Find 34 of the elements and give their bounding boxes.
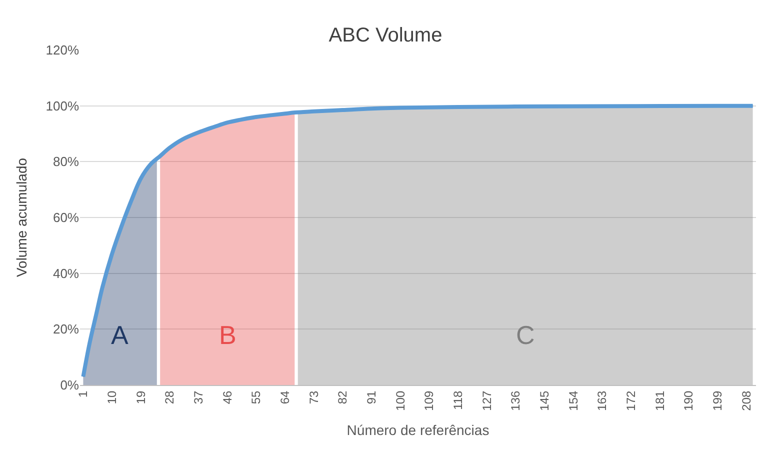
y-tick-label: 60% xyxy=(52,210,80,226)
x-tick-label: 28 xyxy=(162,390,177,404)
x-tick-label: 82 xyxy=(336,390,350,404)
x-tick-label: 109 xyxy=(422,390,436,411)
x-tick-label: 55 xyxy=(249,390,264,404)
x-tick-label: 127 xyxy=(480,390,494,411)
y-tick-label: 20% xyxy=(52,322,80,337)
x-axis-title: Número de referências xyxy=(346,422,490,438)
x-tick-label: 172 xyxy=(624,390,638,411)
x-tick-label: 181 xyxy=(652,390,667,411)
y-axis-title: Volume acumulado xyxy=(13,158,30,278)
x-tick-label: 100 xyxy=(393,390,408,411)
y-tick-label: 100% xyxy=(46,98,80,114)
y-tick-label: 40% xyxy=(52,266,80,281)
y-tick-label: 80% xyxy=(52,154,80,170)
chart-title: ABC Volume xyxy=(328,24,442,47)
x-tick-label: 73 xyxy=(306,390,321,404)
x-tick-label: 91 xyxy=(364,390,378,404)
x-tick-label: 1 xyxy=(76,390,90,398)
x-tick-label: 136 xyxy=(508,390,523,411)
x-tick-label: 64 xyxy=(278,390,292,404)
x-tick-label: 145 xyxy=(537,390,552,411)
x-tick-label: 190 xyxy=(682,390,696,411)
x-tick-label: 154 xyxy=(566,390,580,411)
y-tick-label: 120% xyxy=(46,42,80,58)
x-tick-label: 118 xyxy=(450,390,465,410)
x-tick-label: 37 xyxy=(191,390,206,404)
x-tick-label: 163 xyxy=(595,390,610,411)
x-tick-label: 19 xyxy=(134,390,148,404)
y-tick-label: 0% xyxy=(60,378,80,393)
x-tick-label: 46 xyxy=(220,390,234,404)
x-tick-label: 10 xyxy=(104,390,119,404)
x-tick-label: 208 xyxy=(739,390,754,411)
x-tick-label: 199 xyxy=(710,390,724,411)
